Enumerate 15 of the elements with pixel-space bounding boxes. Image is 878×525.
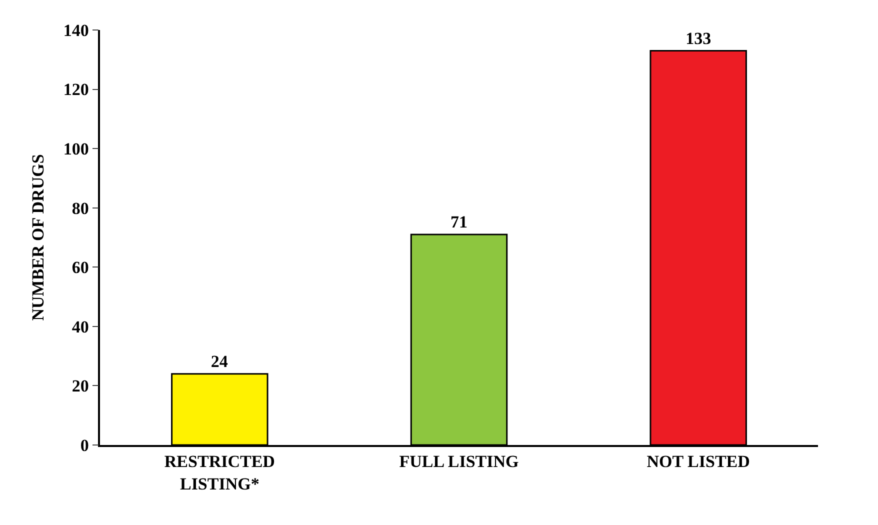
y-tick-label: 40	[72, 317, 89, 336]
y-tick-label: 120	[63, 80, 89, 100]
y-tick-label: 60	[72, 258, 89, 278]
y-tick-label: 0	[80, 436, 89, 455]
y-tick-label: 80	[72, 198, 89, 218]
data-label: 24	[210, 352, 228, 371]
x-tick-label: NOT LISTED	[646, 452, 750, 472]
y-tick-label: 20	[72, 376, 89, 396]
x-tick-label: RESTRICTED LISTING*	[164, 452, 275, 494]
x-tick-label: FULL LISTING	[399, 452, 519, 472]
data-label: 133	[686, 28, 712, 48]
y-axis-title: NUMBER OF DRUGS	[28, 154, 48, 321]
y-tick-label: 100	[63, 140, 89, 159]
y-tick-label: 140	[63, 20, 89, 40]
data-label: 71	[450, 212, 468, 232]
